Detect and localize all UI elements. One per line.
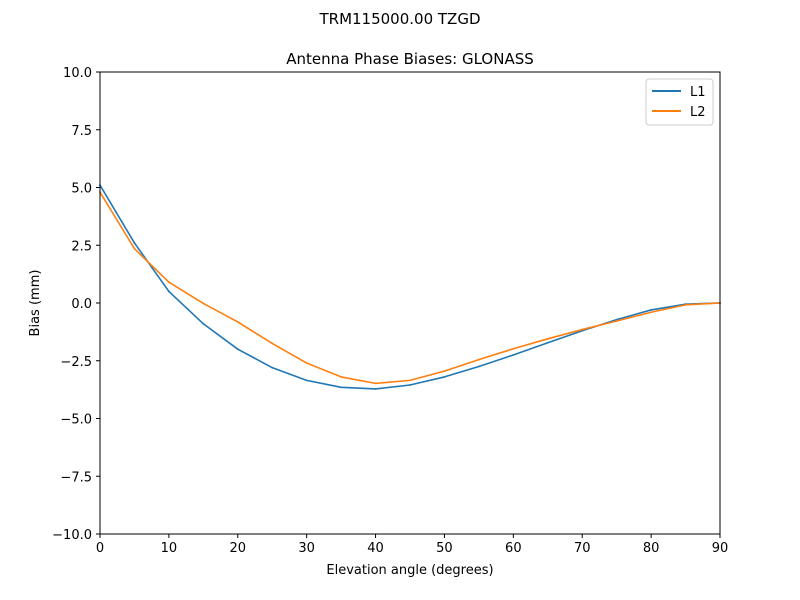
x-tick-label: 70 [574,541,591,556]
data-point-l2 [374,382,377,385]
data-point-l1 [133,242,136,244]
y-tick-label: −10.0 [52,528,92,543]
data-point-l1 [477,365,480,368]
data-point-l1 [305,379,308,382]
data-point-l2 [271,342,274,345]
x-tick-label: 10 [161,541,178,556]
legend: L1 L2 [645,78,714,126]
x-tick-label: 30 [298,541,315,556]
data-point-l2 [581,328,584,331]
data-point-l2 [133,247,136,250]
data-point-l2 [167,281,170,284]
x-axis-label: Elevation angle (degrees) [326,563,493,578]
plot-area [100,72,720,534]
y-axis-label: Bias (mm) [28,270,43,337]
x-tick-label: 80 [643,541,660,556]
y-tick-label: 0.0 [71,297,92,312]
data-point-l1 [443,376,446,378]
x-tick-label: 60 [505,541,522,556]
data-point-l1 [167,290,170,293]
data-point-l2 [202,302,205,305]
chart-suptitle: TRM115000.00 TZGD [318,10,480,28]
legend-label-l2: L2 [690,105,706,120]
data-point-l2 [512,347,515,350]
data-point-l2 [650,311,653,314]
data-point-l2 [305,362,308,364]
data-point-l1 [409,384,411,386]
data-point-l1 [236,348,239,351]
data-point-l1 [340,386,343,389]
x-tick-label: 40 [367,541,384,556]
x-tick-label: 0 [96,541,104,556]
data-point-l2 [684,303,687,306]
legend-label-l1: L1 [690,85,706,100]
y-tick-label: −7.5 [60,470,92,485]
data-point-l1 [512,354,515,356]
data-point-l2 [409,379,411,382]
data-point-l2 [477,358,480,361]
y-axis: −10.0 −7.5 −5.0 −2.5 0.0 2.5 5.0 7.5 10.0 [52,66,100,543]
x-axis: 0 10 20 30 40 50 60 70 80 90 [96,534,728,556]
x-tick-label: 50 [436,541,453,556]
y-tick-label: 2.5 [71,239,92,254]
data-point-l1 [546,341,549,344]
data-point-l2 [546,337,549,340]
data-point-l1 [271,366,274,369]
data-point-l2 [443,370,446,373]
x-tick-label: 90 [712,541,729,556]
y-tick-label: −2.5 [60,355,92,370]
data-point-l1 [650,309,653,311]
data-point-l2 [615,320,618,322]
data-point-l1 [374,388,377,390]
y-tick-label: 5.0 [71,182,92,197]
x-tick-label: 20 [230,541,247,556]
y-tick-label: 7.5 [71,124,92,139]
data-point-l2 [340,376,343,378]
y-tick-label: −5.0 [60,413,92,428]
data-point-l1 [202,322,205,325]
data-point-l2 [236,321,239,323]
series-layer [98,184,721,390]
chart-title: Antenna Phase Biases: GLONASS [286,50,534,68]
y-tick-label: 10.0 [63,66,92,81]
